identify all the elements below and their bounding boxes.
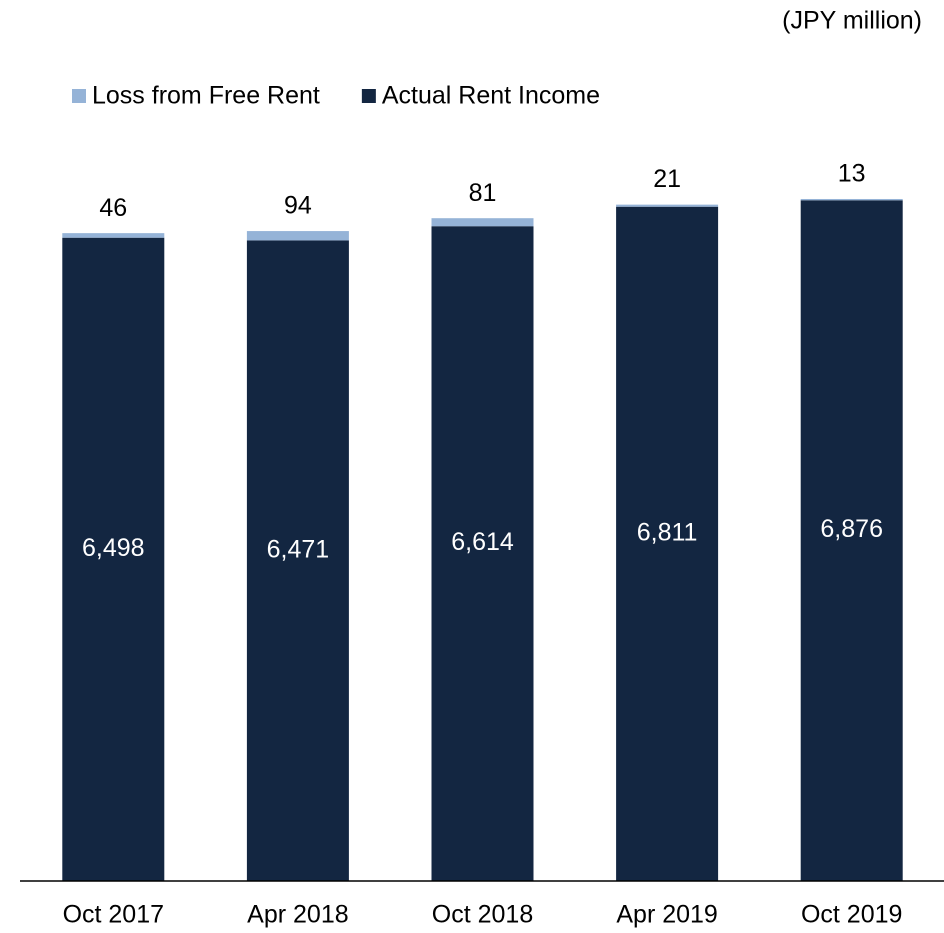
data-label: 6,471 — [267, 535, 330, 563]
data-label: 13 — [838, 160, 866, 188]
unit-label: (JPY million) — [782, 7, 922, 35]
bar-segment — [616, 204, 719, 207]
bar-segment — [800, 200, 903, 881]
data-label: 6,876 — [820, 515, 883, 543]
x-tick-label: Apr 2018 — [247, 901, 348, 929]
legend-label: Loss from Free Rent — [92, 82, 320, 110]
bar-segment — [246, 231, 349, 241]
bar-segment — [431, 226, 534, 882]
x-tick-label: Apr 2019 — [616, 901, 717, 929]
bar-segment — [246, 240, 349, 882]
legend-swatch — [72, 89, 86, 103]
bar-segment — [62, 233, 165, 238]
bar-segment — [62, 237, 165, 881]
data-label: 21 — [653, 165, 681, 193]
data-label: 6,614 — [451, 528, 514, 556]
x-tick-label: Oct 2019 — [801, 901, 902, 929]
data-label: 6,811 — [637, 518, 698, 546]
x-tick-label: Oct 2017 — [63, 901, 164, 929]
legend-swatch — [361, 89, 376, 103]
legend-label: Actual Rent Income — [382, 82, 600, 110]
bar-segment — [616, 206, 719, 881]
data-label: 46 — [99, 194, 127, 222]
bar-segment — [431, 218, 534, 227]
data-label: 6,498 — [82, 534, 145, 562]
data-label: 94 — [284, 192, 312, 220]
x-tick-label: Oct 2018 — [432, 901, 533, 929]
bar-segment — [800, 198, 903, 201]
data-label: 81 — [469, 179, 497, 207]
